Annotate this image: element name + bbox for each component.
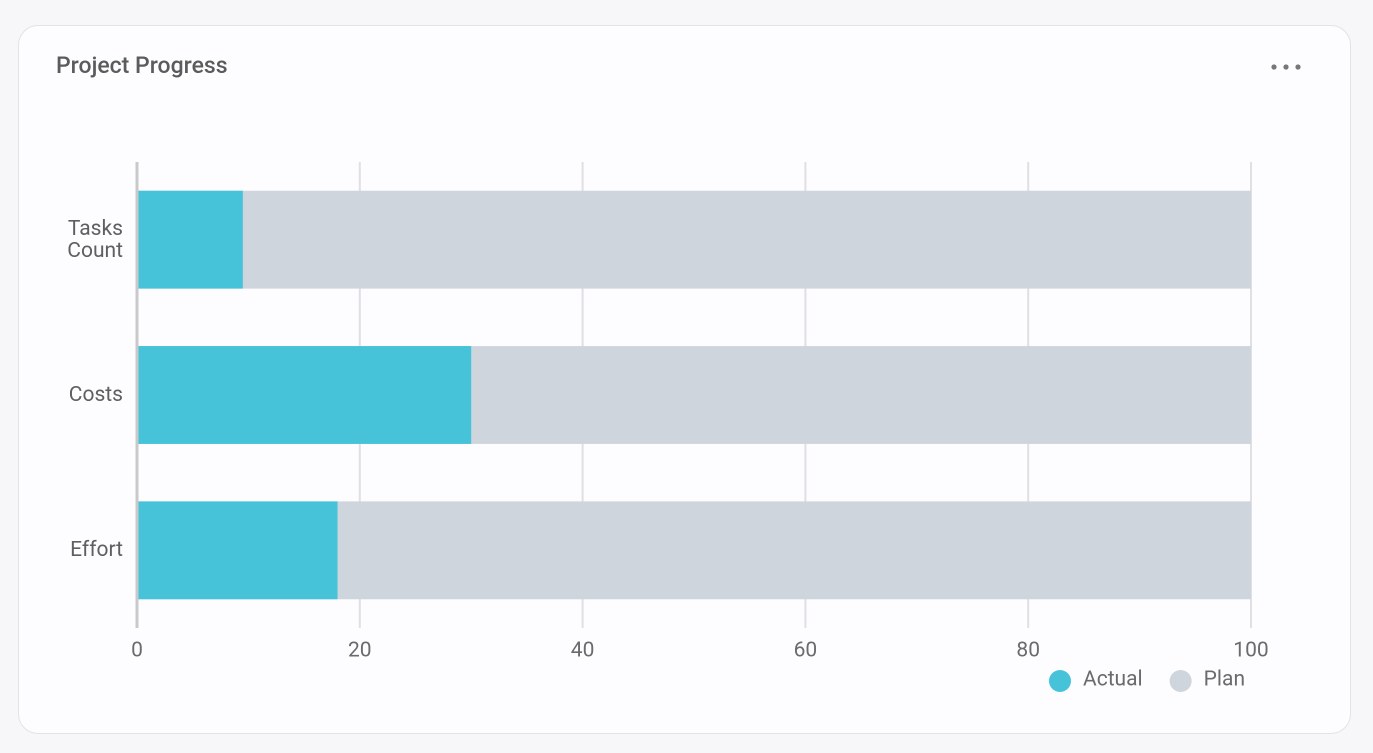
y-tick-label: Tasks Count xyxy=(67,216,123,263)
y-tick-label: Costs xyxy=(68,383,123,407)
x-tick-label: 0 xyxy=(131,639,143,663)
y-tick-label: Effort xyxy=(70,538,123,563)
menu-dot xyxy=(1283,64,1289,70)
bar xyxy=(137,190,243,289)
menu-button[interactable] xyxy=(1271,64,1301,70)
legend-item[interactable]: Plan xyxy=(1169,668,1245,692)
x-tick-label: 40 xyxy=(571,639,595,663)
x-tick-label: 60 xyxy=(794,639,818,663)
x-tick-label: 100 xyxy=(1233,639,1268,663)
legend-item[interactable]: Actual xyxy=(1049,668,1143,692)
legend-label: Actual xyxy=(1083,668,1143,692)
legend-swatch xyxy=(1049,670,1071,692)
bar xyxy=(137,190,1251,289)
legend-swatch xyxy=(1169,670,1192,692)
bar xyxy=(137,501,338,600)
menu-dot xyxy=(1271,64,1277,70)
chart-title: Project Progress xyxy=(56,52,228,79)
x-tick-label: 80 xyxy=(1016,639,1040,663)
legend-label: Plan xyxy=(1204,668,1245,692)
bar xyxy=(137,346,472,444)
x-tick-label: 20 xyxy=(348,639,372,663)
menu-dot xyxy=(1295,64,1301,70)
